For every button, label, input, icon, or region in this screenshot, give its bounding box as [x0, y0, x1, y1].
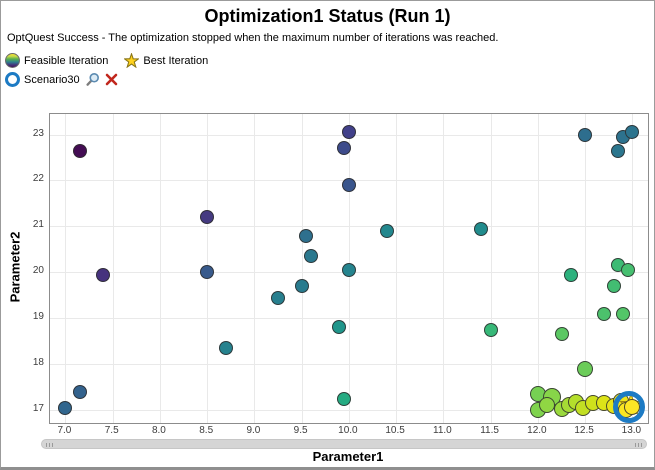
vertical-gridline: [254, 114, 256, 423]
data-point[interactable]: [271, 290, 285, 305]
x-tick-label: 12.0: [527, 425, 547, 436]
data-point[interactable]: [611, 143, 626, 158]
data-point[interactable]: [554, 327, 569, 342]
data-point[interactable]: [72, 384, 87, 399]
data-point[interactable]: [200, 210, 215, 225]
page-title: Optimization1 Status (Run 1): [204, 6, 451, 26]
vertical-gridline: [301, 114, 303, 423]
vertical-gridline: [490, 114, 492, 423]
data-point[interactable]: [332, 320, 347, 335]
data-point[interactable]: [337, 391, 352, 406]
data-point[interactable]: [483, 322, 498, 337]
data-point[interactable]: [577, 360, 594, 377]
vertical-gridline: [537, 114, 539, 423]
vertical-gridline: [159, 114, 161, 423]
selected-scenario-ring[interactable]: [612, 391, 645, 424]
data-point[interactable]: [379, 223, 394, 238]
vertical-gridline: [443, 114, 445, 423]
vertical-gridline: [396, 114, 398, 423]
scenario-ring-icon: [5, 72, 20, 87]
x-tick-label: 7.5: [104, 425, 119, 436]
x-tick-label: 13.0: [621, 425, 642, 436]
y-tick-label: 18: [32, 357, 44, 369]
data-point[interactable]: [616, 306, 630, 321]
x-tick-label: 10.0: [338, 425, 358, 436]
x-tick-label: 8.5: [199, 425, 214, 436]
plot-area[interactable]: [49, 113, 649, 424]
selected-scenario-row: Scenario30: [5, 72, 118, 87]
data-point[interactable]: [341, 125, 356, 140]
x-tick-label: 9.0: [246, 425, 261, 436]
data-point[interactable]: [606, 279, 621, 293]
data-point[interactable]: [299, 228, 314, 243]
y-tick-label: 22: [32, 173, 44, 185]
x-tick-label: 11.0: [433, 425, 452, 436]
vertical-gridline: [112, 114, 114, 423]
x-tick-label: 7.0: [57, 425, 72, 436]
magnifier-icon[interactable]: [85, 72, 100, 87]
y-tick-label: 20: [32, 265, 44, 277]
x-tick-label: 10.5: [385, 425, 405, 436]
data-point[interactable]: [337, 141, 352, 156]
feasible-iteration-icon: [5, 53, 20, 68]
best-iteration-star-icon: [124, 53, 140, 68]
data-point[interactable]: [219, 341, 233, 355]
scrollbar-right-grip[interactable]: [635, 443, 642, 447]
x-tick-label: 11.5: [480, 425, 499, 436]
data-point[interactable]: [304, 249, 319, 264]
data-point[interactable]: [341, 178, 356, 192]
data-point[interactable]: [625, 125, 640, 140]
remove-x-icon[interactable]: [105, 73, 118, 86]
status-message: OptQuest Success - The optimization stop…: [7, 32, 499, 44]
vertical-gridline: [65, 114, 67, 423]
data-point[interactable]: [474, 221, 489, 236]
data-point[interactable]: [96, 267, 111, 282]
horizontal-gridline: [50, 318, 648, 320]
data-point[interactable]: [564, 267, 578, 282]
x-tick-label: 8.0: [151, 425, 166, 436]
vertical-gridline: [585, 114, 587, 423]
horizontal-gridline: [50, 410, 648, 411]
data-point[interactable]: [58, 400, 73, 415]
data-point[interactable]: [72, 143, 87, 158]
y-tick-label: 17: [32, 403, 44, 414]
data-point[interactable]: [620, 263, 635, 277]
legend: Feasible Iteration Best Iteration: [5, 53, 208, 68]
y-tick-label: 21: [32, 219, 44, 231]
scrollbar-left-grip[interactable]: [46, 443, 53, 447]
data-point[interactable]: [597, 306, 611, 321]
data-point[interactable]: [200, 265, 215, 280]
best-iteration-label: Best Iteration: [143, 54, 209, 67]
y-tick-label: 23: [32, 127, 44, 139]
y-axis-title: Parameter2: [7, 231, 23, 303]
y-tick-label: 19: [32, 311, 44, 323]
horizontal-gridline: [50, 364, 648, 366]
x-tick-label: 9.5: [293, 425, 308, 436]
horizontal-gridline: [50, 226, 648, 228]
x-tick-label: 12.5: [574, 425, 594, 436]
data-point[interactable]: [294, 279, 309, 293]
feasible-iteration-label: Feasible Iteration: [24, 54, 109, 67]
data-point[interactable]: [341, 263, 356, 277]
horizontal-scrollbar[interactable]: [41, 439, 647, 449]
data-point[interactable]: [578, 127, 593, 142]
scenario-name: Scenario30: [24, 73, 80, 86]
x-axis-title: Parameter1: [312, 449, 384, 464]
